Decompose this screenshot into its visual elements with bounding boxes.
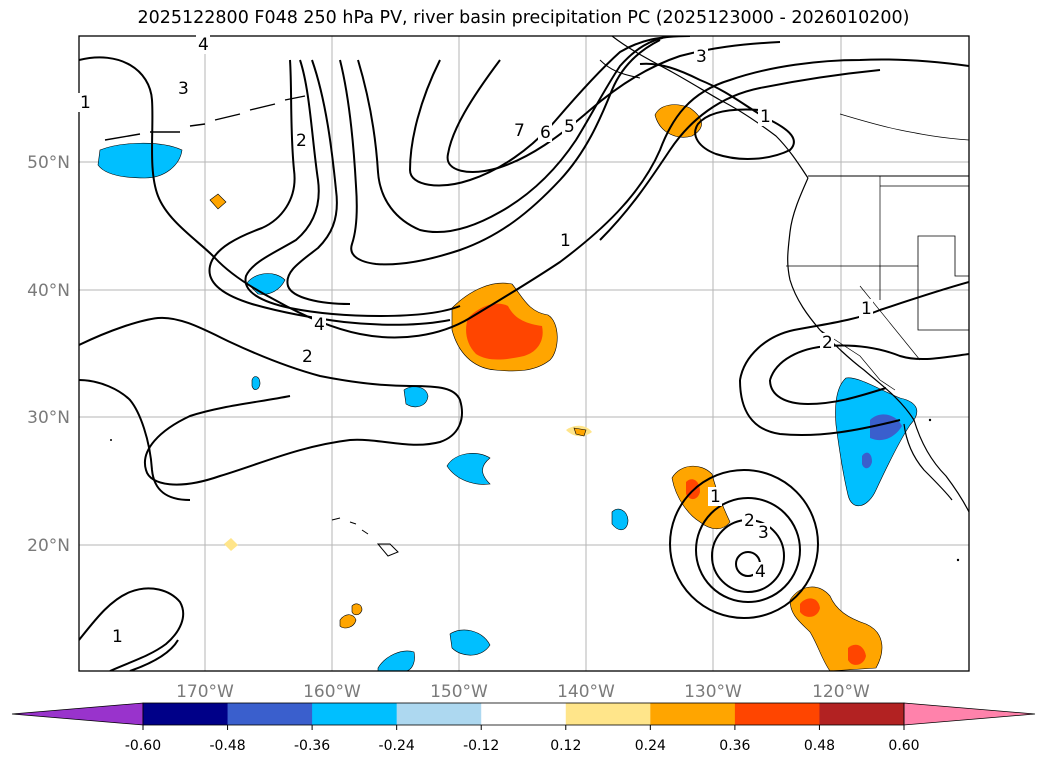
colorbar-tick-label: -0.48: [209, 738, 245, 754]
contour-label: 2: [302, 347, 313, 367]
colorbar-extend-max: [903, 702, 1036, 726]
pv-contours: [79, 36, 969, 671]
colorbar-tick-label: 0.12: [550, 738, 581, 754]
contour-label: 1: [112, 627, 123, 647]
lat-axis-labels: 50°N 40°N 30°N 20°N: [27, 153, 70, 556]
contour-label-halo: [820, 333, 834, 352]
precip-blob-positive: [654, 104, 702, 138]
colorbar: [11, 702, 1036, 726]
contour-label: 2: [822, 333, 833, 353]
contour-label-halo: [512, 121, 526, 140]
contour-label: 4: [198, 35, 209, 55]
contour-label-halo: [78, 93, 92, 112]
lon-label: 130°W: [684, 682, 742, 702]
precip-core-positive: [466, 303, 543, 360]
contour-label-halo: [300, 347, 314, 366]
contour-label-halo: [708, 487, 722, 506]
precip-blob-weak-positive: [224, 538, 238, 551]
contour-label-halo: [753, 562, 767, 581]
colorbar-tick-label: 0.24: [635, 738, 666, 754]
lon-label: 150°W: [430, 682, 488, 702]
precip-blob-negative: [611, 508, 629, 531]
precip-blob-positive: [209, 193, 227, 210]
precip-blob-negative: [446, 453, 491, 485]
contour-label: 4: [314, 315, 325, 335]
figure-title: 2025122800 F048 250 hPa PV, river basin …: [137, 8, 910, 28]
lon-label: 170°W: [176, 682, 234, 702]
contour-label-halo: [694, 47, 708, 66]
colorbar-tick-labels: -0.60 -0.48 -0.36 -0.24 -0.12 0.12 0.24 0.36 0.4…: [125, 725, 920, 754]
precip-core-positive: [800, 598, 820, 617]
lat-label: 40°N: [27, 281, 70, 301]
colorbar-tick-label: -0.60: [125, 738, 161, 754]
contour-label-halo: [110, 627, 124, 646]
contour-label: 1: [861, 299, 872, 319]
precip-core-positive: [573, 427, 587, 437]
contour-label-halo: [294, 131, 308, 150]
contour-label-halo: [742, 511, 756, 530]
precip-blob-positive: [339, 614, 357, 629]
map-frame: [78, 35, 970, 672]
precip-blob-negative: [251, 376, 261, 390]
precip-core-positive: [848, 644, 866, 665]
colorbar-segment: [227, 703, 313, 725]
lat-label: 50°N: [27, 153, 70, 173]
lon-label: 140°W: [557, 682, 615, 702]
colorbar-segment: [396, 703, 482, 725]
precip-blob-negative: [97, 142, 183, 179]
lon-label: 160°W: [303, 682, 361, 702]
colorbar-segment: [143, 703, 229, 725]
precip-blob-negative: [449, 629, 491, 656]
colorbar-segment: [481, 703, 567, 725]
contour-label-halo: [859, 299, 873, 318]
contour-label: 7: [514, 121, 525, 141]
colorbar-segment: [819, 703, 905, 725]
lat-label: 30°N: [27, 408, 70, 428]
contour-label-halo: [758, 107, 772, 126]
contour-label-halo: [196, 35, 210, 54]
precip-blob-positive: [351, 603, 363, 616]
colorbar-frame: [142, 702, 905, 726]
contour-label-group: 4 3 2 1 7 6 5 3 1 1 4 2 1 2 1 2 3 4 1: [78, 35, 873, 647]
contour-label-halo: [538, 123, 552, 142]
contour-label: 3: [758, 523, 769, 543]
colorbar-tick-label: -0.12: [463, 738, 499, 754]
colorbar-segment: [650, 703, 736, 725]
colorbar-tick-label: -0.24: [379, 738, 415, 754]
colorbar-tick-label: -0.36: [294, 738, 330, 754]
lon-axis-labels: 170°W 160°W 150°W 140°W 130°W 120°W: [176, 682, 870, 702]
contour-label: 2: [744, 511, 755, 531]
lat-label: 20°N: [27, 536, 70, 556]
lon-label: 120°W: [812, 682, 870, 702]
contour-label-halo: [312, 315, 326, 334]
precip-blob-negative: [403, 386, 429, 408]
contour-label-halo: [562, 117, 576, 136]
contour-label: 1: [710, 487, 721, 507]
contour-label-halo: [558, 231, 572, 250]
colorbar-segment: [312, 703, 398, 725]
colorbar-segment: [734, 703, 820, 725]
contour-label-halo: [176, 79, 190, 98]
colorbar-tick-label: 0.36: [719, 738, 750, 754]
island-dots: [110, 418, 960, 562]
contour-label: 6: [540, 123, 551, 143]
contour-label: 5: [564, 117, 575, 137]
colorbar-extend-min: [11, 702, 144, 726]
colorbar-tick-label: 0.60: [888, 738, 919, 754]
contour-label: 3: [696, 47, 707, 67]
colorbar-tick-label: 0.48: [804, 738, 835, 754]
contour-label: 1: [560, 231, 571, 251]
contour-label: 4: [755, 562, 766, 582]
contour-label-halo: [756, 523, 770, 542]
colorbar-segment: [565, 703, 651, 725]
precip-core-strong-negative: [862, 452, 872, 469]
contour-label: 1: [80, 93, 91, 113]
precip-blob-negative: [835, 377, 918, 506]
contour-label: 2: [296, 131, 307, 151]
contour-label: 1: [760, 107, 771, 127]
contour-label: 3: [178, 79, 189, 99]
